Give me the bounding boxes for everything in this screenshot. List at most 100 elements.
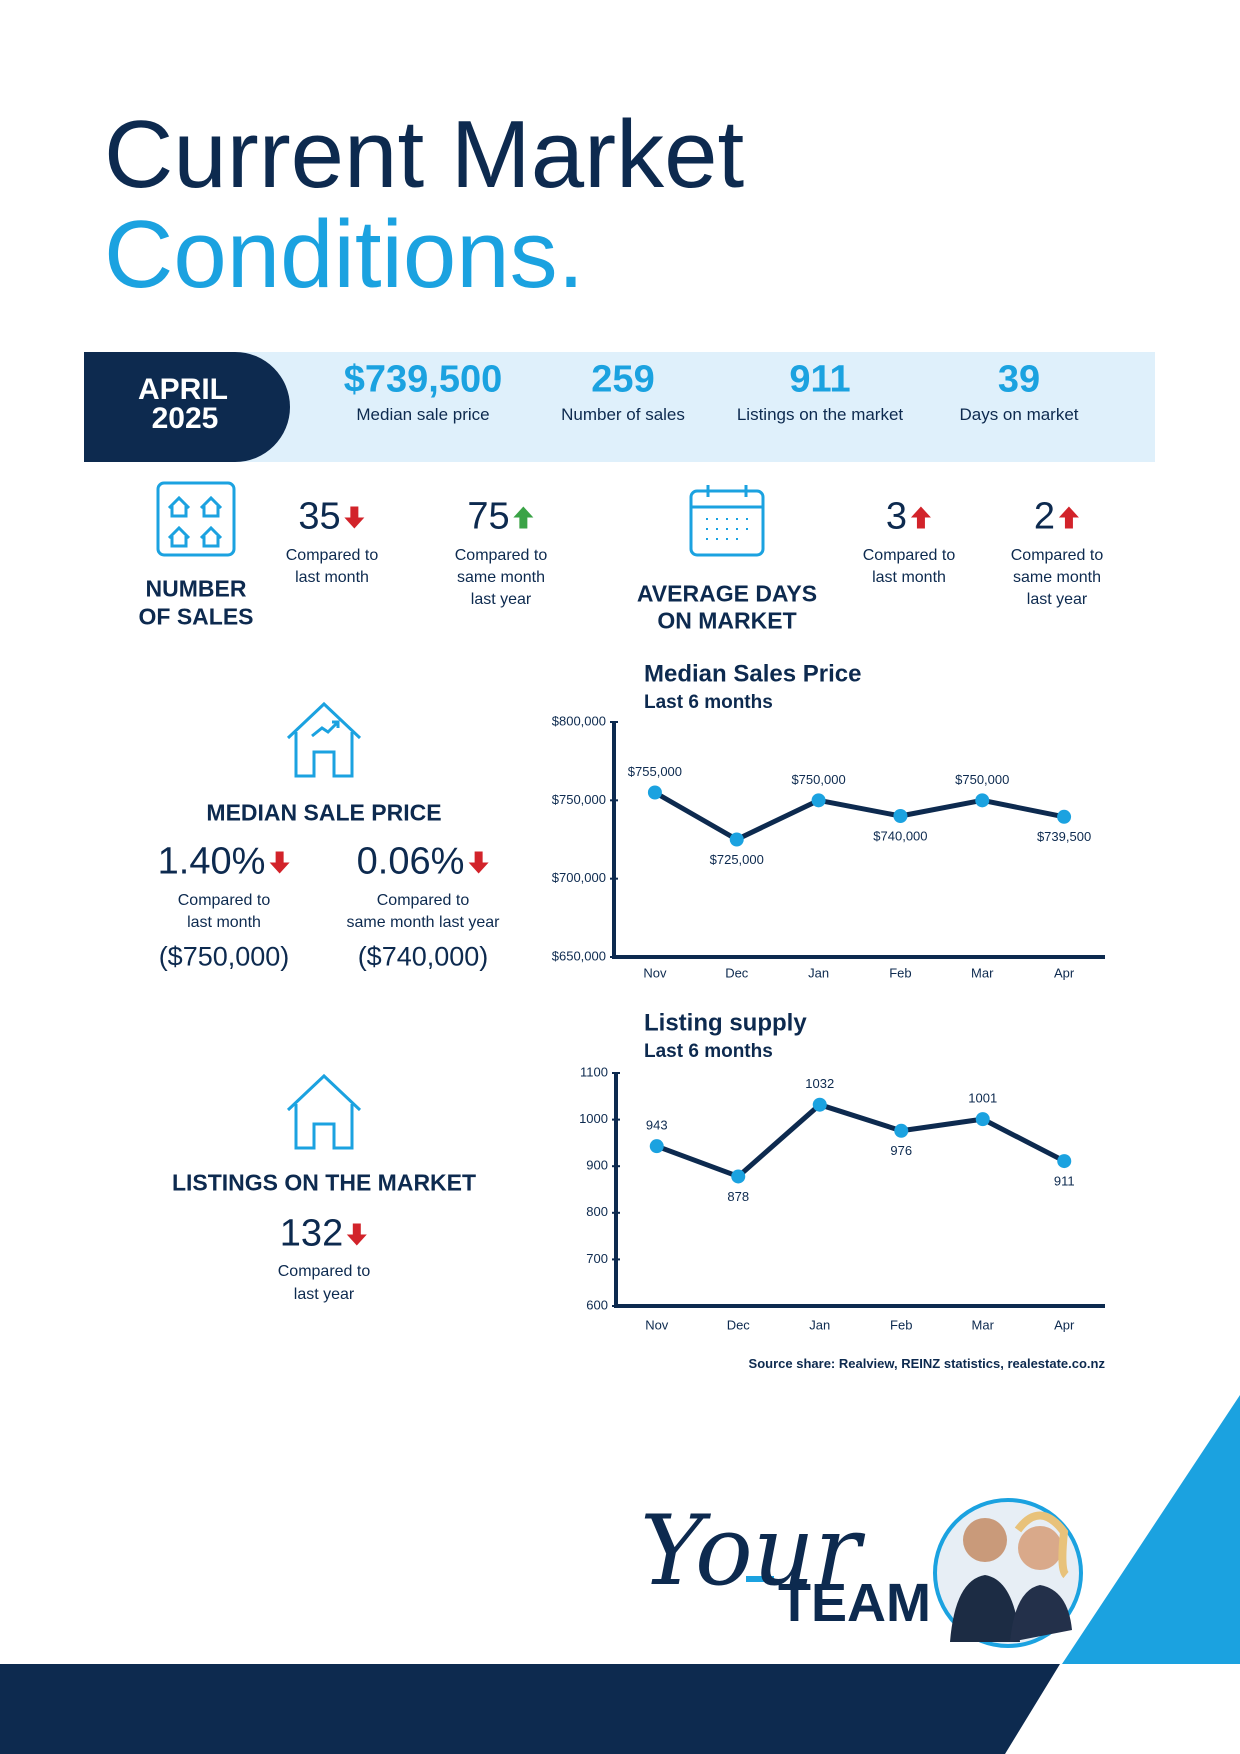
change-label: Compared to — [277, 1263, 371, 1280]
change-value-row: 1.40% — [158, 841, 291, 884]
change-label: Compared to — [177, 892, 271, 909]
footer-graphic — [0, 1395, 1240, 1754]
change-reference: ($740,000) — [357, 941, 489, 972]
section-title: MEDIAN SALE PRICE — [206, 799, 442, 826]
section-title: LISTINGS ON THE MARKET — [171, 1169, 477, 1196]
x-tick-label: Feb — [890, 1317, 912, 1332]
data-label: 1001 — [968, 1091, 997, 1106]
change-label: last month — [872, 569, 946, 586]
change-value: 75 — [467, 495, 510, 538]
change-label: same month — [1012, 569, 1102, 586]
x-tick-label: Jan — [809, 1317, 830, 1332]
house-icon — [286, 1073, 362, 1150]
data-point — [729, 832, 744, 847]
data-point — [1057, 1154, 1072, 1169]
x-tick-label: Nov — [643, 965, 667, 980]
arrow-shape — [911, 506, 932, 529]
change-value-row: 75 — [467, 496, 534, 539]
chart-title: Listing supply — [644, 1009, 807, 1036]
data-label: $739,500 — [1037, 829, 1091, 844]
arrow-shape — [269, 851, 290, 874]
change-label: Compared to — [1010, 547, 1104, 564]
change-label: last month — [295, 569, 369, 586]
data-point — [894, 1123, 909, 1138]
chart-subtitle: Last 6 months — [644, 692, 773, 713]
data-point — [893, 809, 908, 823]
change-value-row: 2 — [1034, 496, 1080, 539]
section-title: AVERAGE DAYS — [636, 580, 818, 607]
trend-arrow — [344, 506, 365, 529]
title-line-1: Current Market — [104, 101, 745, 208]
change-label: Compared to — [376, 892, 470, 909]
brand-team: TEAM — [778, 1573, 931, 1633]
data-label: $725,000 — [710, 852, 764, 867]
change-label: Compared to — [285, 547, 379, 564]
stat-label: Median sale price — [356, 405, 490, 424]
change-value: 35 — [298, 495, 341, 538]
trend-arrow — [269, 851, 290, 874]
y-tick-label: 800 — [586, 1204, 608, 1219]
change-label: Compared to — [454, 547, 548, 564]
stat-value: 259 — [591, 358, 655, 401]
y-tick-label: 700 — [586, 1251, 608, 1266]
section-title: NUMBER — [145, 575, 247, 602]
x-tick-label: Apr — [1054, 1317, 1075, 1332]
stat-value: 39 — [997, 358, 1041, 401]
data-point — [647, 785, 662, 800]
change-value: 3 — [885, 495, 908, 538]
stat-value: 911 — [789, 358, 851, 401]
data-label: 878 — [727, 1189, 749, 1204]
trend-arrow — [513, 506, 534, 529]
section-title: OF SALES — [138, 603, 254, 630]
data-label: 1032 — [805, 1076, 834, 1091]
data-label: 911 — [1054, 1174, 1075, 1189]
arrow-shape — [344, 506, 365, 529]
trend-arrow — [468, 851, 489, 874]
stat-value: $739,500 — [343, 358, 503, 401]
x-tick-label: Dec — [727, 1317, 751, 1332]
change-value-row: 132 — [280, 1213, 368, 1256]
data-line — [655, 1102, 1066, 1179]
period-pill — [84, 352, 290, 462]
change-value: 132 — [279, 1212, 344, 1255]
x-tick-label: Jan — [808, 965, 829, 980]
y-tick-label: $650,000 — [552, 948, 606, 963]
period-year: 2025 — [151, 402, 219, 435]
data-label: 943 — [646, 1118, 668, 1133]
change-label: last year — [293, 1286, 355, 1303]
trend-arrow — [1059, 506, 1080, 529]
source-note: Source share: Realview, REINZ statistics… — [748, 1356, 1105, 1371]
data-label: $755,000 — [628, 764, 682, 779]
house-growth-icon — [286, 701, 362, 778]
change-label: last month — [187, 914, 261, 931]
x-tick-label: Mar — [971, 965, 994, 980]
trend-arrow — [911, 506, 932, 529]
change-value-row: 3 — [886, 496, 932, 539]
x-tick-label: Apr — [1054, 965, 1075, 980]
change-label: last year — [1026, 591, 1088, 608]
trend-arrow — [347, 1223, 368, 1246]
brand-script: Your — [640, 1495, 861, 1607]
x-tick-label: Dec — [725, 965, 749, 980]
data-point — [812, 1097, 827, 1112]
x-tick-label: Feb — [889, 965, 911, 980]
change-label: Compared to — [862, 547, 956, 564]
stat-label: Listings on the market — [736, 405, 904, 424]
period-month: APRIL — [138, 373, 228, 406]
chart-title: Median Sales Price — [644, 660, 861, 687]
title-line-2: Conditions. — [104, 201, 585, 308]
change-reference: ($750,000) — [158, 941, 290, 972]
stat-label: Number of sales — [561, 405, 685, 424]
arrow-shape — [513, 506, 534, 529]
y-tick-label: 1100 — [580, 1064, 608, 1079]
x-tick-label: Nov — [645, 1317, 669, 1332]
change-value: 2 — [1033, 495, 1056, 538]
arrow-shape — [347, 1223, 368, 1246]
arrow-shape — [1059, 506, 1080, 529]
section-title: ON MARKET — [657, 607, 797, 634]
change-value-row: 0.06% — [357, 841, 490, 884]
data-point — [811, 793, 826, 808]
stat-label: Days on market — [959, 405, 1079, 424]
